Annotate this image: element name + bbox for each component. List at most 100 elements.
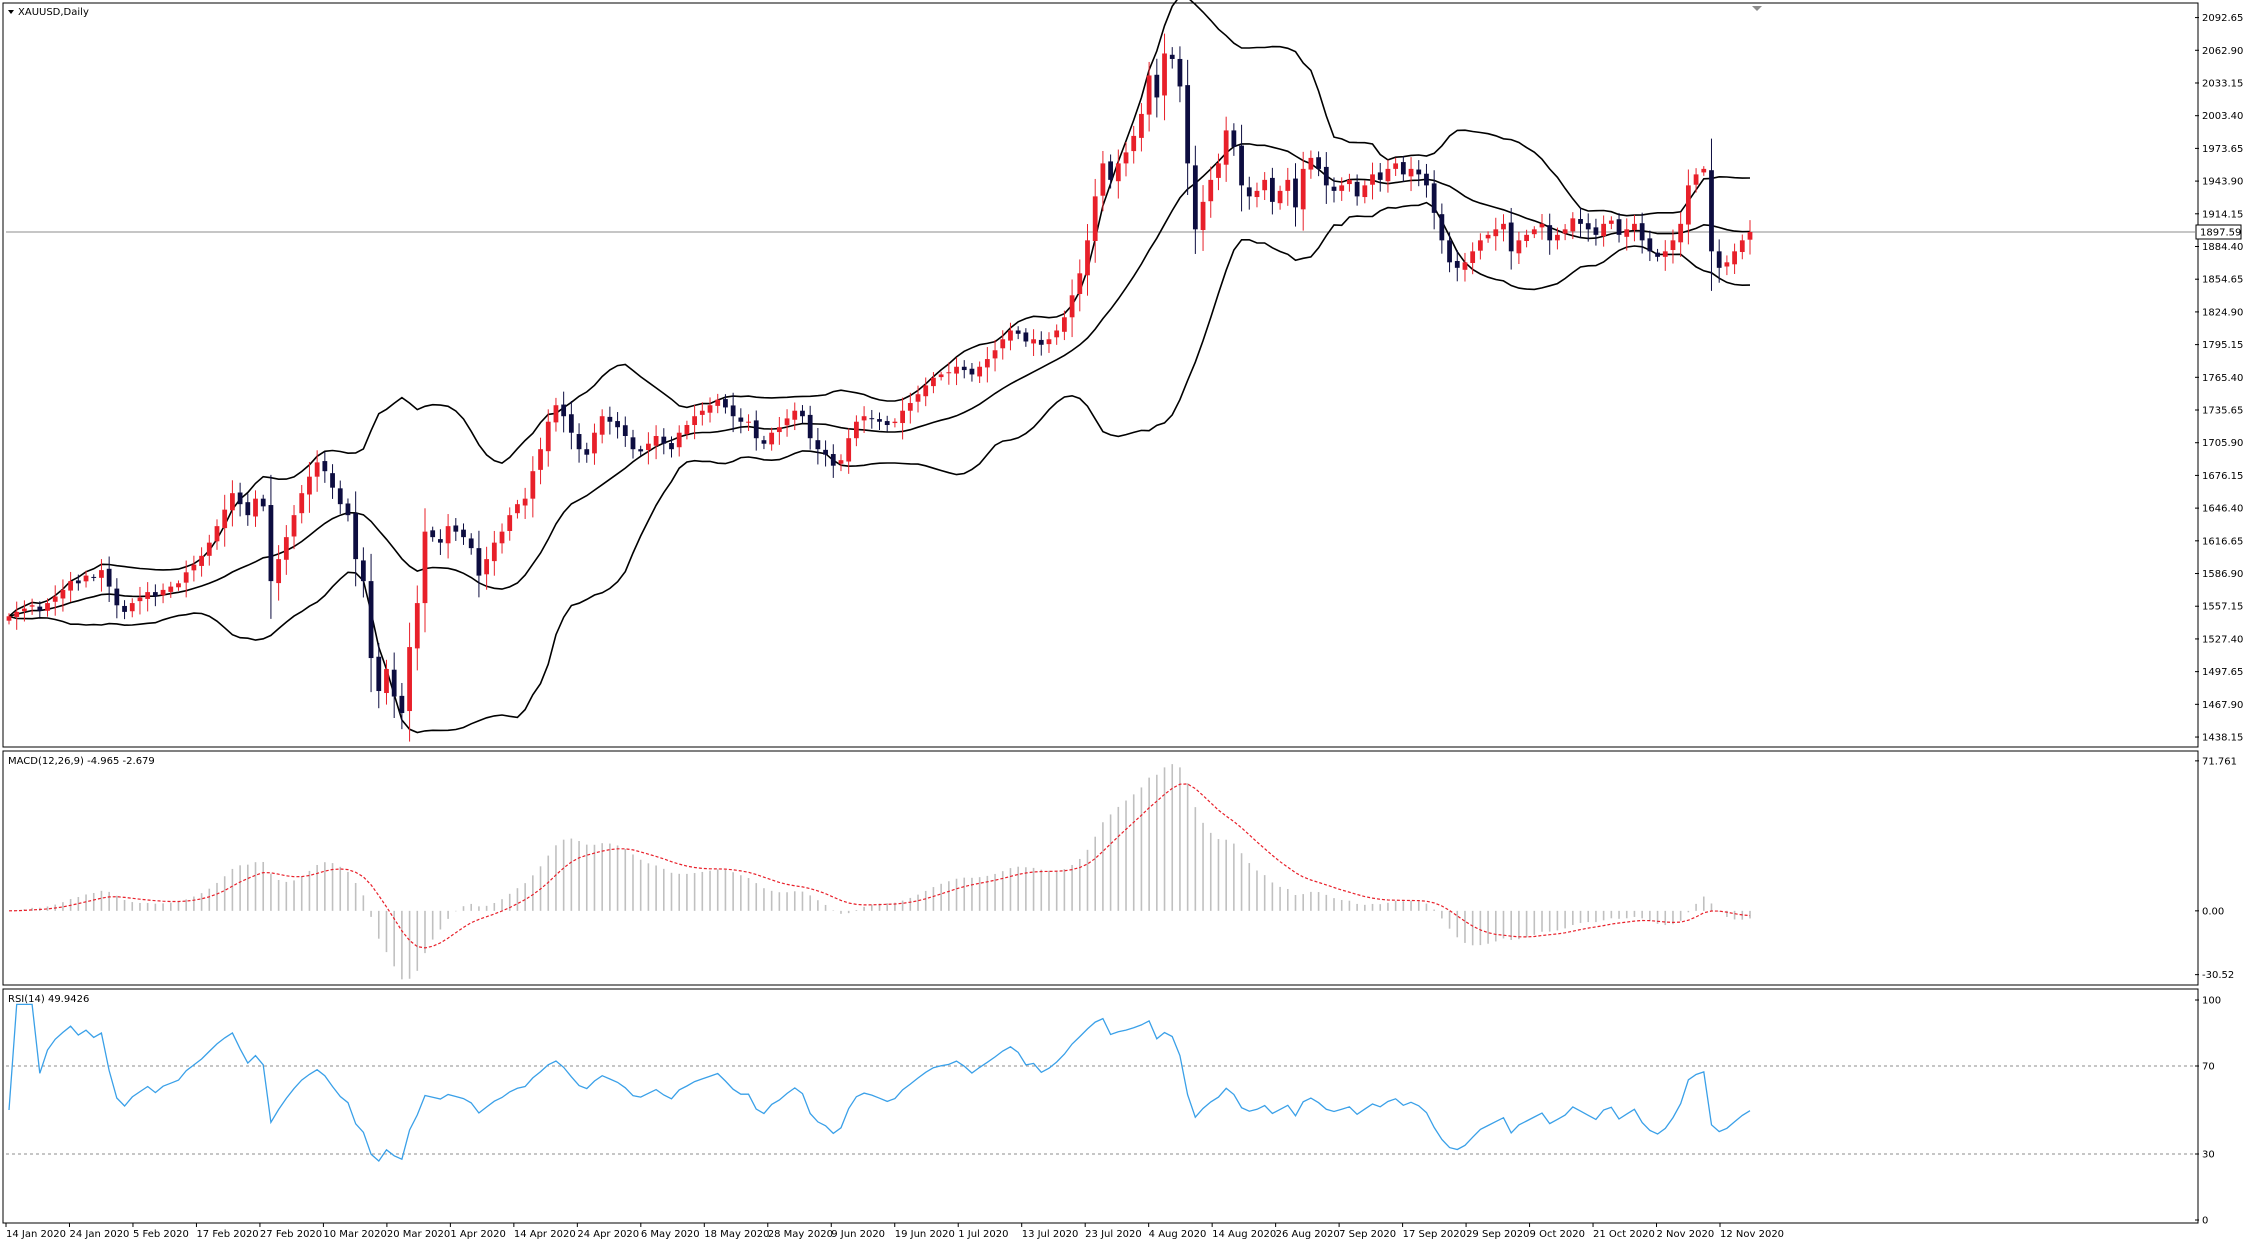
candle-body — [615, 421, 620, 428]
candle — [1131, 125, 1137, 164]
candle-body — [14, 611, 20, 617]
candle — [1316, 151, 1321, 177]
candle-body — [561, 404, 567, 417]
candle — [1716, 239, 1722, 283]
candle — [961, 360, 967, 379]
candle-body — [1593, 227, 1599, 235]
candle — [622, 416, 628, 447]
candle — [1000, 330, 1006, 360]
candle — [1578, 207, 1583, 238]
candle-body — [353, 513, 359, 560]
candle — [1454, 250, 1460, 282]
candle — [1115, 149, 1121, 199]
candle — [1601, 215, 1607, 247]
candle — [1077, 259, 1083, 312]
candle-body — [823, 449, 828, 455]
candle — [1177, 46, 1183, 103]
y-tick-label: 1616.65 — [2202, 536, 2243, 547]
candle — [122, 600, 127, 620]
candle-body — [1223, 130, 1229, 165]
candle — [376, 643, 382, 709]
candle-body — [961, 366, 967, 371]
candle-body — [1616, 219, 1622, 235]
candle-body — [1454, 261, 1460, 268]
candle — [769, 427, 775, 451]
y-tick-label: 1497.65 — [2202, 667, 2243, 678]
x-tick-label: 7 Sep 2020 — [1339, 1229, 1396, 1240]
candle — [291, 505, 297, 550]
candle — [1531, 226, 1537, 239]
candle-body — [1162, 53, 1167, 96]
candle-body — [1077, 273, 1083, 294]
y-tick-label: 1854.65 — [2202, 275, 2243, 286]
candle — [792, 402, 798, 431]
candle-body — [984, 359, 990, 368]
candle — [1393, 157, 1399, 176]
candle-body — [1424, 173, 1429, 186]
candle-body — [307, 476, 312, 495]
candle-body — [322, 461, 328, 472]
candle — [1038, 331, 1044, 356]
candle — [1647, 230, 1653, 262]
y-tick-label: 1824.90 — [2202, 307, 2243, 318]
candle — [52, 585, 58, 616]
candle — [715, 393, 721, 414]
x-tick-label: 29 Sep 2020 — [1466, 1229, 1529, 1240]
candle-body — [776, 427, 782, 433]
candle-body — [1331, 186, 1337, 191]
candle — [1593, 218, 1599, 246]
candle — [892, 418, 898, 428]
candle-body — [938, 374, 944, 378]
candle — [545, 409, 551, 467]
candle — [746, 414, 751, 432]
candle — [45, 598, 50, 617]
macd-plot — [8, 764, 1751, 980]
symbol-title[interactable]: XAUUSD,Daily — [8, 7, 89, 18]
candle — [838, 454, 844, 472]
candle — [1262, 172, 1268, 200]
candle-body — [29, 605, 35, 607]
candle — [176, 580, 181, 591]
candle-body — [892, 421, 898, 424]
candle-body — [1739, 240, 1745, 252]
candle — [846, 428, 852, 474]
candle — [1246, 176, 1252, 210]
candle-body — [330, 473, 335, 488]
candle — [1524, 229, 1529, 248]
candle-body — [784, 418, 790, 426]
candle — [353, 491, 359, 587]
candle — [1539, 213, 1545, 240]
candle — [399, 682, 405, 730]
candle — [784, 409, 790, 437]
candle — [499, 523, 505, 554]
candle-body — [992, 350, 998, 359]
candle — [168, 581, 174, 598]
candle — [22, 600, 27, 622]
candle — [6, 613, 12, 625]
candle — [1347, 173, 1352, 192]
candle — [1508, 207, 1514, 270]
candle-body — [923, 385, 929, 397]
candle-body — [1547, 225, 1553, 241]
candle — [206, 534, 212, 566]
candle-body — [222, 509, 228, 529]
candle — [1277, 185, 1283, 210]
candle — [699, 402, 705, 426]
x-tick-label: 12 Nov 2020 — [1720, 1229, 1784, 1240]
candle — [191, 555, 197, 582]
candle-body — [129, 603, 135, 612]
candle — [476, 530, 482, 598]
candle — [222, 494, 228, 547]
candle-body — [1108, 161, 1113, 180]
shift-marker-icon[interactable] — [1752, 6, 1762, 11]
candle — [1200, 185, 1206, 251]
y-tick-label: 1557.15 — [2202, 602, 2243, 613]
chevron-down-icon[interactable] — [8, 10, 14, 14]
candle — [1046, 332, 1052, 353]
candle-body — [1608, 220, 1614, 224]
candle-body — [453, 525, 459, 532]
candle-body — [977, 366, 983, 377]
candle — [1169, 47, 1175, 69]
